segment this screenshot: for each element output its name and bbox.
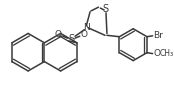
Text: S: S <box>68 34 74 44</box>
Text: N: N <box>83 23 90 32</box>
Text: S: S <box>102 4 108 14</box>
Text: Br: Br <box>154 31 163 40</box>
Text: O: O <box>55 30 62 39</box>
Text: O: O <box>81 30 88 39</box>
Text: CH₃: CH₃ <box>160 49 174 58</box>
Text: O: O <box>154 49 161 58</box>
